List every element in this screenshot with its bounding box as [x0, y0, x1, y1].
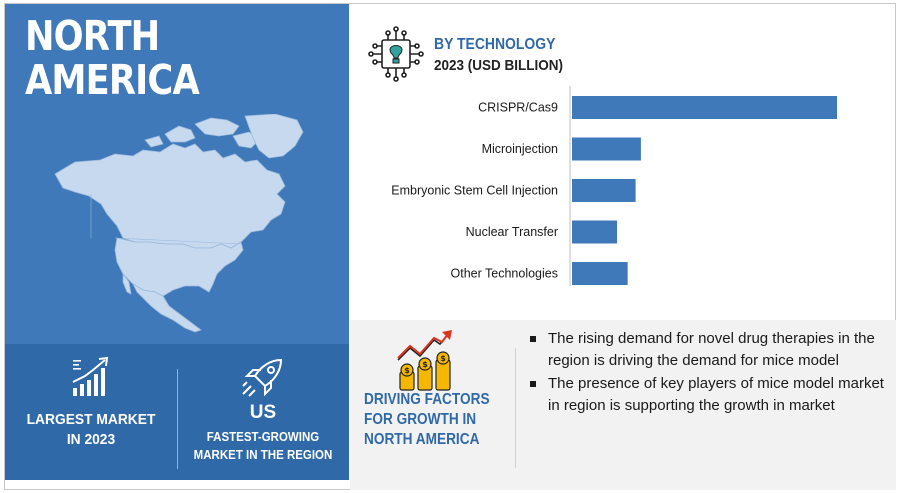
fastest-growing-stat: US FASTEST-GROWING MARKET IN THE REGION	[177, 344, 349, 480]
bar-microinjection	[572, 137, 641, 161]
largest-market-label: LARGEST MARKET IN 2023	[12, 410, 170, 450]
category-label: Embryonic Stem Cell Injection	[391, 184, 558, 198]
fastest-growing-country: US	[249, 402, 277, 423]
fastest-growing-line1: FASTEST-GROWING	[206, 430, 320, 444]
stats-bar: LARGEST MARKET IN 2023 US FASTEST-GROWIN	[5, 344, 349, 480]
driving-factors-divider	[515, 348, 516, 468]
rocket-icon	[242, 358, 283, 397]
driver-point-text: The rising demand for novel drug therapi…	[548, 330, 875, 369]
driving-factors-title-line2: FOR GROWTH IN	[364, 411, 477, 428]
chip-icon	[368, 26, 424, 82]
bar-other-technologies	[572, 262, 628, 285]
region-panel: NORTH AMERICA	[5, 4, 349, 480]
largest-market-stat: LARGEST MARKET IN 2023	[5, 344, 177, 480]
bullet-icon	[530, 381, 536, 387]
svg-text:$: $	[440, 354, 446, 363]
north-america-map	[54, 114, 304, 333]
bar-nuclear-transfer	[572, 220, 618, 244]
growth-chart-icon	[72, 356, 109, 396]
category-label: Nuclear Transfer	[466, 225, 558, 239]
largest-market-line2: IN 2023	[66, 431, 116, 448]
svg-text:$: $	[404, 366, 410, 375]
fastest-growing-line2: MARKET IN THE REGION	[193, 448, 333, 462]
driving-factors-list: The rising demand for novel drug therapi…	[530, 328, 885, 418]
stats-divider	[177, 369, 178, 469]
driver-point-text: The presence of key players of mice mode…	[548, 375, 884, 414]
technology-bar-chart: CRISPR/Cas9 Microinjection Embryonic Stem …	[391, 86, 837, 286]
driving-factors-title-line1: DRIVING FACTORS	[364, 391, 490, 408]
driving-factors-title-line3: NORTH AMERICA	[364, 431, 480, 448]
driving-factors-panel: $ $ $ DRIVING FACTORS FOR GROWTH IN NORTH …	[350, 320, 896, 490]
region-title-line1: NORTH	[25, 12, 160, 60]
growth-coins-icon: $ $ $	[397, 330, 452, 391]
chart-subtitle: 2023 (USD BILLION)	[434, 57, 564, 74]
region-title: NORTH AMERICA	[25, 12, 200, 104]
list-item: The presence of key players of mice mode…	[530, 373, 885, 416]
largest-market-line1: LARGEST MARKET	[26, 411, 156, 428]
svg-text:$: $	[422, 360, 428, 369]
list-item: The rising demand for novel drug therapi…	[530, 328, 885, 371]
bar-embryonic-stem-cell-injection	[572, 179, 636, 202]
category-label: CRISPR/Cas9	[478, 101, 558, 115]
bullet-icon	[530, 336, 536, 342]
bar-crispr-cas9	[572, 96, 837, 119]
fastest-growing-label: FASTEST-GROWING MARKET IN THE REGION	[184, 428, 342, 464]
category-label: Microinjection	[482, 142, 558, 156]
region-title-line2: AMERICA	[25, 56, 200, 104]
category-label: Other Technologies	[451, 267, 558, 281]
chart-title: BY TECHNOLOGY	[434, 36, 556, 53]
driving-factors-title: DRIVING FACTORS FOR GROWTH IN NORTH AMER…	[364, 390, 522, 450]
